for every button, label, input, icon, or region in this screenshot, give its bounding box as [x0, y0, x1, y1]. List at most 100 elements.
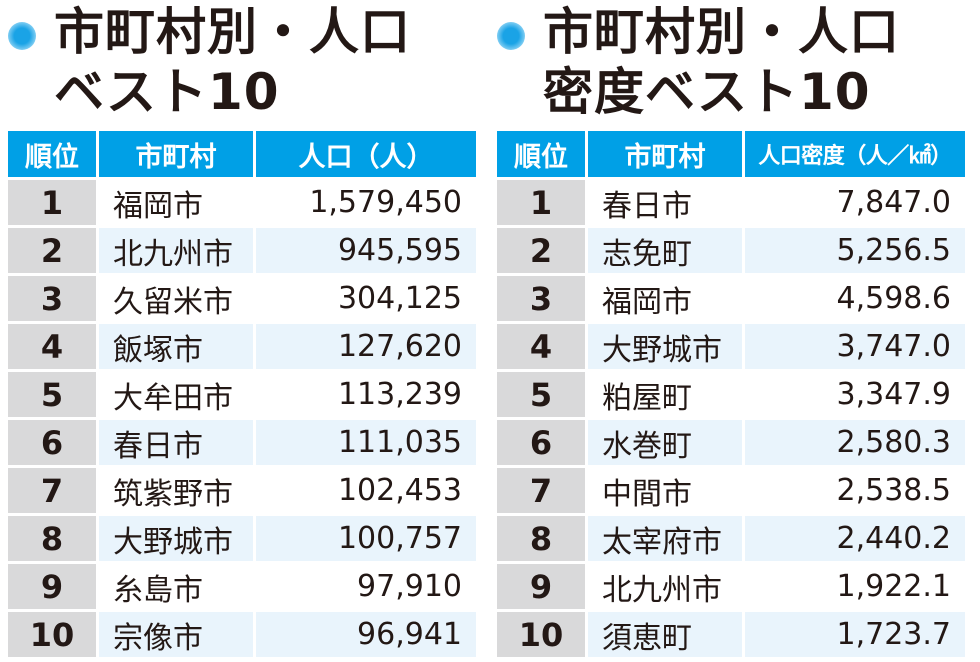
table-header-row: 順位 市町村 人口（人）: [8, 131, 476, 177]
municipality-cell: 宗像市: [99, 612, 256, 657]
density-table: 順位 市町村 人口密度（人／㎢） 1 春日市 7,847.0 2 志免町 5,256.5 3…: [497, 128, 965, 660]
municipality-cell: 大野城市: [99, 516, 256, 561]
table-row: 2 北九州市 945,595: [8, 228, 476, 273]
municipality-cell: 久留米市: [99, 276, 256, 321]
value-cell: 2,580.3: [745, 420, 965, 465]
population-panel: 市町村別・人口 ベスト10 順位 市町村 人口（人） 1 福岡市 1,579,450…: [8, 0, 476, 657]
municipality-cell: 志免町: [588, 228, 745, 273]
panel-title: 市町村別・人口 ベスト10: [8, 0, 476, 128]
title-line-1: 市町村別・人口: [543, 3, 900, 61]
value-cell: 3,347.9: [836, 377, 951, 412]
rank-cell: 7: [497, 468, 588, 513]
table-row: 7 筑紫野市 102,453: [8, 468, 476, 513]
header-rank: 順位: [8, 131, 99, 177]
table-row: 8 太宰府市 2,440.2: [497, 516, 965, 561]
rank-cell: 9: [8, 564, 99, 609]
rank-cell: 8: [8, 516, 99, 561]
table-row: 9 糸島市 97,910: [8, 564, 476, 609]
value-cell: 3,747.0: [745, 324, 965, 369]
table-row: 3 福岡市 4,598.6: [497, 276, 965, 321]
header-municipality: 市町村: [99, 131, 256, 177]
value-cell: 1,922.1: [836, 569, 951, 604]
value-cell: 113,239: [337, 377, 462, 412]
rank-cell: 3: [497, 276, 588, 321]
table-row: 10 須恵町 1,723.7: [497, 612, 965, 657]
rank-cell: 1: [497, 180, 588, 225]
table-header-row: 順位 市町村 人口密度（人／㎢）: [497, 131, 965, 177]
header-municipality: 市町村: [588, 131, 745, 177]
table-row: 5 大牟田市 113,239: [8, 372, 476, 417]
density-panel: 市町村別・人口 密度ベスト10 順位 市町村 人口密度（人／㎢） 1 春日市 7,8…: [497, 0, 965, 657]
municipality-cell: 太宰府市: [588, 516, 745, 561]
rank-cell: 5: [8, 372, 99, 417]
table-row: 6 春日市 111,035: [8, 420, 476, 465]
value-cell: 7,847.0: [836, 185, 951, 220]
municipality-cell: 春日市: [99, 420, 256, 465]
rank-cell: 10: [8, 612, 99, 657]
rank-cell: 7: [8, 468, 99, 513]
municipality-cell: 筑紫野市: [99, 468, 256, 513]
rank-cell: 4: [497, 324, 588, 369]
value-cell: 304,125: [337, 281, 462, 316]
header-population: 人口（人）: [256, 131, 476, 177]
municipality-cell: 水巻町: [588, 420, 745, 465]
municipality-cell: 福岡市: [99, 180, 256, 225]
table-row: 4 大野城市 3,747.0: [497, 324, 965, 369]
header-rank: 順位: [497, 131, 588, 177]
table-row: 10 宗像市 96,941: [8, 612, 476, 657]
rank-cell: 8: [497, 516, 588, 561]
municipality-cell: 糸島市: [99, 564, 256, 609]
municipality-cell: 福岡市: [588, 276, 745, 321]
header-density: 人口密度（人／㎢）: [745, 131, 965, 177]
value-cell: 5,256.5: [745, 228, 965, 273]
table-row: 1 福岡市 1,579,450: [8, 180, 476, 225]
municipality-cell: 北九州市: [99, 228, 256, 273]
rank-cell: 1: [8, 180, 99, 225]
population-table: 順位 市町村 人口（人） 1 福岡市 1,579,450 2 北九州市 945,595 3 久…: [8, 128, 476, 660]
table-row: 6 水巻町 2,580.3: [497, 420, 965, 465]
table-row: 5 粕屋町 3,347.9: [497, 372, 965, 417]
municipality-cell: 北九州市: [588, 564, 745, 609]
municipality-cell: 春日市: [588, 180, 745, 225]
municipality-cell: 中間市: [588, 468, 745, 513]
rank-cell: 10: [497, 612, 588, 657]
rank-cell: 4: [8, 324, 99, 369]
municipality-cell: 大野城市: [588, 324, 745, 369]
rank-cell: 2: [8, 228, 99, 273]
rank-cell: 6: [8, 420, 99, 465]
value-cell: 2,440.2: [745, 516, 965, 561]
municipality-cell: 須恵町: [588, 612, 745, 657]
rank-cell: 3: [8, 276, 99, 321]
table-row: 1 春日市 7,847.0: [497, 180, 965, 225]
table-body: 1 春日市 7,847.0 2 志免町 5,256.5 3 福岡市 4,598.6 4 大野城市 3,…: [497, 180, 965, 657]
rank-cell: 9: [497, 564, 588, 609]
value-cell: 945,595: [256, 228, 476, 273]
value-cell: 100,757: [256, 516, 476, 561]
title-line-1: 市町村別・人口: [54, 3, 411, 61]
value-cell: 96,941: [256, 612, 476, 657]
table-row: 9 北九州市 1,922.1: [497, 564, 965, 609]
rank-cell: 2: [497, 228, 588, 273]
value-cell: 111,035: [256, 420, 476, 465]
table-row: 8 大野城市 100,757: [8, 516, 476, 561]
panel-title: 市町村別・人口 密度ベスト10: [497, 0, 965, 128]
municipality-cell: 粕屋町: [588, 372, 745, 417]
table-row: 4 飯塚市 127,620: [8, 324, 476, 369]
municipality-cell: 飯塚市: [99, 324, 256, 369]
value-cell: 1,579,450: [309, 185, 462, 220]
value-cell: 102,453: [337, 473, 462, 508]
value-cell: 1,723.7: [745, 612, 965, 657]
value-cell: 97,910: [357, 569, 462, 604]
value-cell: 2,538.5: [836, 473, 951, 508]
value-cell: 127,620: [256, 324, 476, 369]
title-line-2: ベスト10: [54, 63, 280, 121]
title-line-2: 密度ベスト10: [543, 63, 871, 121]
table-row: 7 中間市 2,538.5: [497, 468, 965, 513]
circle-bullet-icon: [8, 22, 36, 50]
table-row: 3 久留米市 304,125: [8, 276, 476, 321]
value-cell: 4,598.6: [836, 281, 951, 316]
circle-bullet-icon: [497, 22, 525, 50]
municipality-cell: 大牟田市: [99, 372, 256, 417]
rank-cell: 6: [497, 420, 588, 465]
table-body: 1 福岡市 1,579,450 2 北九州市 945,595 3 久留米市 304,125 4 飯塚…: [8, 180, 476, 657]
